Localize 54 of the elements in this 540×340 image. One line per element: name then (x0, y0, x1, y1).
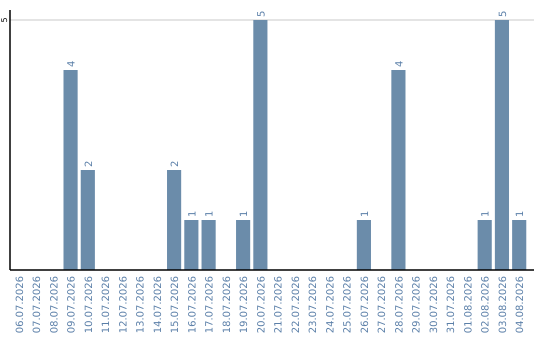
bar (80, 170, 95, 270)
x-tick-label: 21.07.2026 (274, 276, 285, 334)
data-label: 5 (498, 10, 509, 17)
data-label: 1 (360, 210, 371, 217)
x-tick-label: 09.07.2026 (66, 276, 78, 334)
x-tick-label: 13.07.2026 (136, 276, 147, 334)
data-label: 1 (480, 210, 492, 217)
x-tick-label: 01.08.2026 (463, 276, 474, 334)
bar (356, 220, 371, 270)
x-tick-label: 19.07.2026 (239, 276, 250, 334)
x-tick-label: 30.07.2026 (428, 276, 440, 334)
bar (478, 220, 492, 270)
x-tick-label: 17.07.2026 (204, 276, 216, 334)
x-tick-label: 22.07.2026 (290, 276, 302, 334)
bar (184, 220, 198, 270)
x-tick-label: 28.07.2026 (394, 276, 406, 334)
x-tick-label: 29.07.2026 (412, 276, 423, 334)
data-label: 4 (394, 60, 406, 67)
x-tick-label: 07.07.2026 (32, 276, 44, 334)
bar (391, 70, 406, 270)
x-tick-label: 16.07.2026 (187, 276, 198, 334)
bar (167, 170, 182, 270)
x-tick-label: 15.07.2026 (170, 276, 182, 334)
x-tick-label: 12.07.2026 (118, 276, 130, 334)
data-label: 1 (515, 210, 526, 217)
data-label: 5 (256, 10, 268, 17)
x-tick-label: 20.07.2026 (256, 276, 268, 334)
x-tick-label: 03.08.2026 (498, 276, 509, 334)
x-tick-label: 14.07.2026 (152, 276, 164, 334)
x-tick-label: 08.07.2026 (49, 276, 60, 334)
bar (202, 220, 216, 270)
data-label: 2 (84, 160, 95, 167)
x-tick-label: 11.07.2026 (101, 276, 112, 334)
x-tick-label: 02.08.2026 (480, 276, 492, 334)
bar (253, 20, 268, 270)
x-tick-label: 18.07.2026 (222, 276, 233, 334)
bar (236, 220, 250, 270)
x-tick-label: 23.07.2026 (308, 276, 320, 334)
x-tick-label: 26.07.2026 (360, 276, 371, 334)
x-tick-label: 10.07.2026 (84, 276, 95, 334)
x-tick-label: 25.07.2026 (342, 276, 354, 334)
x-tick-label: 24.07.2026 (325, 276, 336, 334)
bar (63, 70, 78, 270)
bar (512, 220, 526, 270)
data-label: 1 (204, 210, 216, 217)
data-label: 2 (170, 160, 182, 167)
data-label: 4 (66, 60, 78, 67)
x-tick-label: 06.07.2026 (14, 276, 26, 334)
bar (494, 20, 510, 270)
x-tick-label: 27.07.2026 (377, 276, 388, 334)
x-tick-label: 31.07.2026 (446, 276, 458, 334)
x-tick-label: 04.08.2026 (515, 276, 526, 334)
data-label: 1 (239, 210, 250, 217)
data-label: 1 (187, 210, 198, 217)
